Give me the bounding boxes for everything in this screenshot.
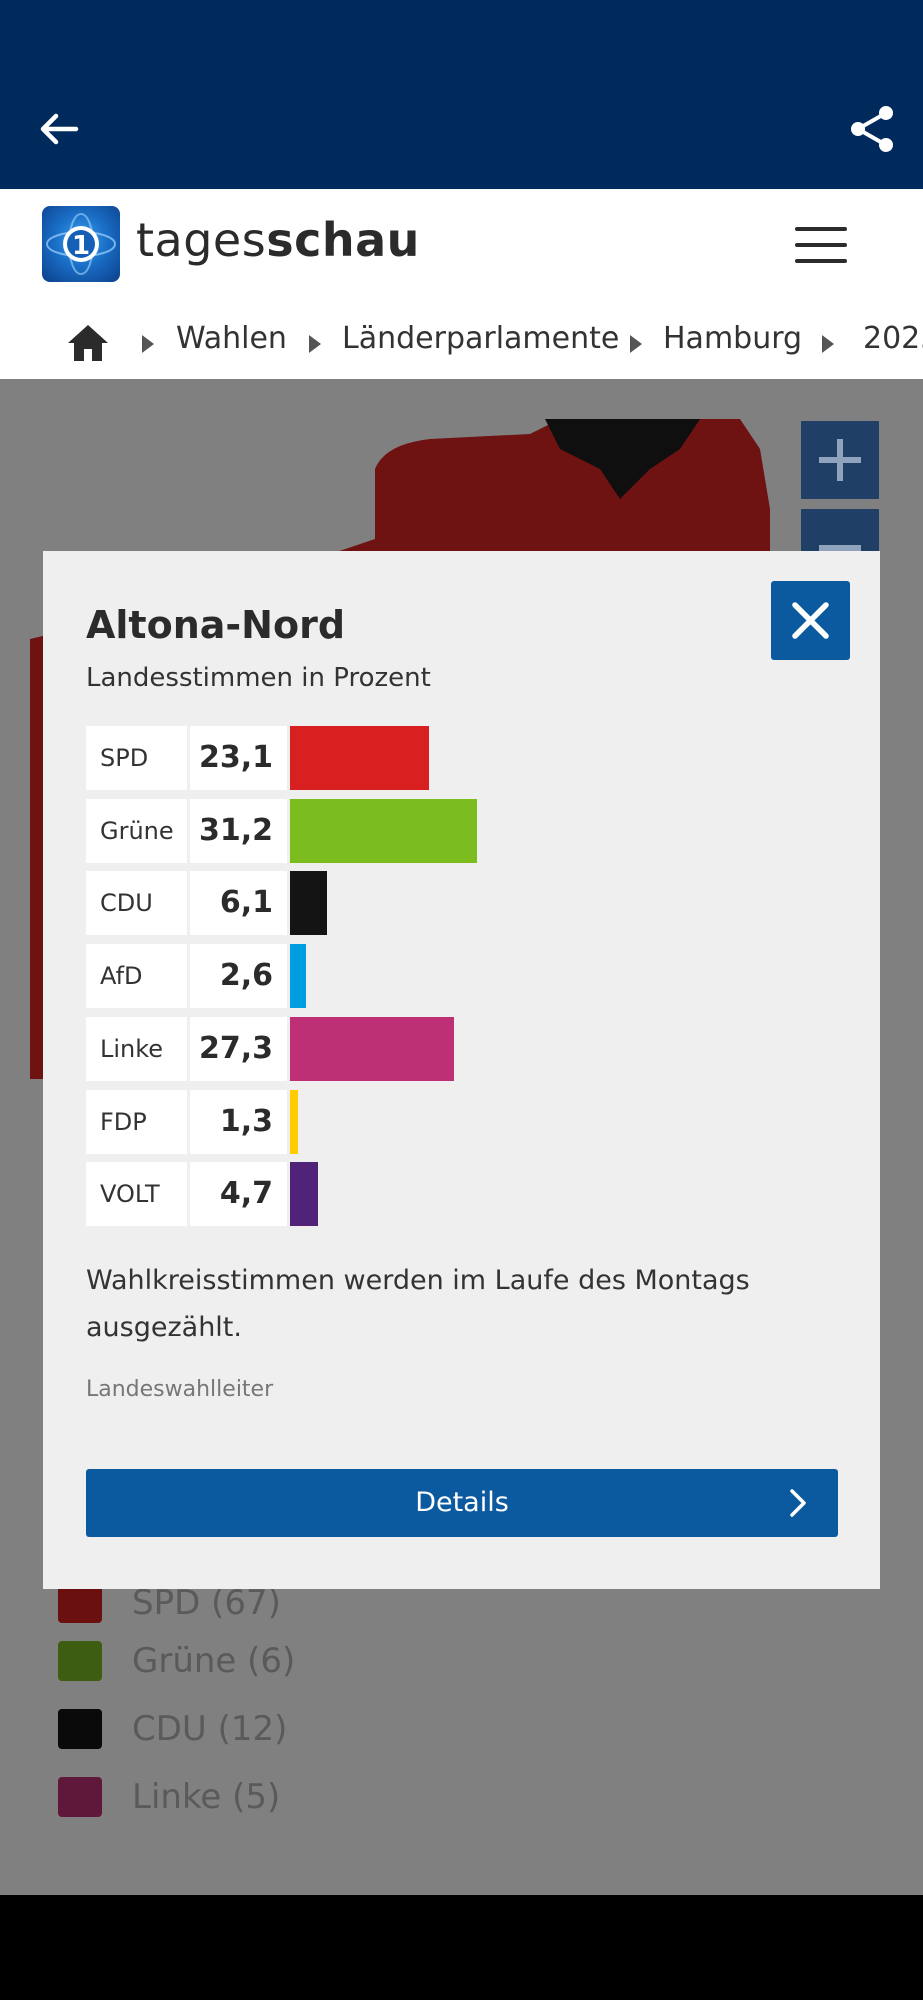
popup-subtitle: Landesstimmen in Prozent <box>86 663 431 693</box>
plus-icon <box>819 439 861 481</box>
party-cell: VOLT <box>86 1162 187 1227</box>
percent-value: 1,3 <box>219 1103 273 1139</box>
value-cell: 4,7 <box>190 1162 287 1227</box>
party-cell: SPD <box>86 726 187 790</box>
legend-swatch <box>58 1777 102 1817</box>
value-cell: 1,3 <box>190 1089 287 1154</box>
legend-label: SPD (67) <box>132 1583 281 1623</box>
breadcrumb-arrow-icon <box>142 335 154 353</box>
result-bar <box>290 1016 454 1081</box>
result-bar <box>290 726 429 790</box>
party-name: Linke <box>100 1034 164 1063</box>
percent-value: 31,2 <box>198 812 273 848</box>
count-note: Wahlkreisstimmen werden im Laufe des Mon… <box>86 1265 750 1343</box>
party-cell: CDU <box>86 871 187 936</box>
breadcrumb-item-wahlen[interactable]: Wahlen <box>176 321 287 356</box>
value-cell: 31,2 <box>190 798 287 863</box>
value-cell: 6,1 <box>190 871 287 936</box>
party-name: CDU <box>100 889 153 918</box>
result-bar <box>290 871 327 936</box>
constituency-result-popup: Altona-Nord Landesstimmen in Prozent SPD… <box>43 551 880 1589</box>
percent-value: 6,1 <box>219 885 273 921</box>
minus-icon <box>819 545 861 551</box>
logo-text-bold: schau <box>266 213 420 267</box>
tagesschau-logo-icon[interactable]: 1 <box>42 206 120 282</box>
party-cell: Grüne <box>86 798 187 863</box>
legend-label: Grüne (6) <box>132 1641 296 1681</box>
breadcrumb-arrow-icon <box>309 335 321 353</box>
breadcrumb-item-year[interactable]: 2025 <box>863 321 923 356</box>
party-name: Grüne <box>100 816 174 845</box>
details-button-label: Details <box>415 1487 509 1518</box>
result-bar <box>290 798 478 863</box>
party-cell: Linke <box>86 1016 187 1081</box>
system-navigation-bar <box>0 1895 923 2000</box>
percent-value: 2,6 <box>219 958 273 994</box>
chevron-right-icon <box>790 1489 806 1517</box>
breadcrumb-arrow-icon <box>630 335 642 353</box>
percent-value: 27,3 <box>198 1030 273 1066</box>
share-icon[interactable] <box>848 104 896 154</box>
site-logo-wordmark[interactable]: tagesschau <box>136 213 420 267</box>
party-cell: AfD <box>86 944 187 1009</box>
source-label: Landeswahlleiter <box>86 1377 274 1402</box>
party-name: VOLT <box>100 1180 160 1209</box>
percent-value: 23,1 <box>198 740 273 775</box>
back-arrow-icon[interactable] <box>36 106 82 152</box>
party-name: FDP <box>100 1107 147 1136</box>
app-bar <box>0 0 923 189</box>
legend-label: CDU (12) <box>132 1709 288 1749</box>
site-header: 1 tagesschau Wahlen Länderparlamente Ham… <box>0 189 923 379</box>
close-button[interactable] <box>771 581 850 660</box>
logo-text-light: tages <box>136 213 267 267</box>
popup-title: Altona-Nord <box>86 603 346 647</box>
breadcrumb: Wahlen Länderparlamente Hamburg 2025 <box>0 313 923 369</box>
breadcrumb-arrow-icon <box>822 335 834 353</box>
result-bar <box>290 1089 298 1154</box>
result-bar <box>290 1162 319 1227</box>
party-name: SPD <box>100 744 149 772</box>
party-name: AfD <box>100 962 143 991</box>
party-cell: FDP <box>86 1089 187 1154</box>
details-button[interactable]: Details <box>86 1469 838 1537</box>
legend-swatch <box>58 1709 102 1749</box>
legend-swatch <box>58 1641 102 1681</box>
hamburger-menu-icon[interactable] <box>795 227 847 263</box>
zoom-in-button[interactable] <box>801 421 879 499</box>
legend-swatch <box>58 1583 102 1623</box>
percent-value: 4,7 <box>219 1176 273 1212</box>
value-cell: 2,6 <box>190 944 287 1009</box>
svg-text:1: 1 <box>72 231 90 261</box>
breadcrumb-item-laenderparlamente[interactable]: Länderparlamente <box>342 321 620 356</box>
home-icon[interactable] <box>66 323 110 363</box>
close-icon <box>792 602 829 639</box>
legend-label: Linke (5) <box>132 1777 281 1817</box>
breadcrumb-item-hamburg[interactable]: Hamburg <box>663 321 803 356</box>
value-cell: 27,3 <box>190 1016 287 1081</box>
result-bar <box>290 944 306 1009</box>
value-cell: 23,1 <box>190 726 287 790</box>
